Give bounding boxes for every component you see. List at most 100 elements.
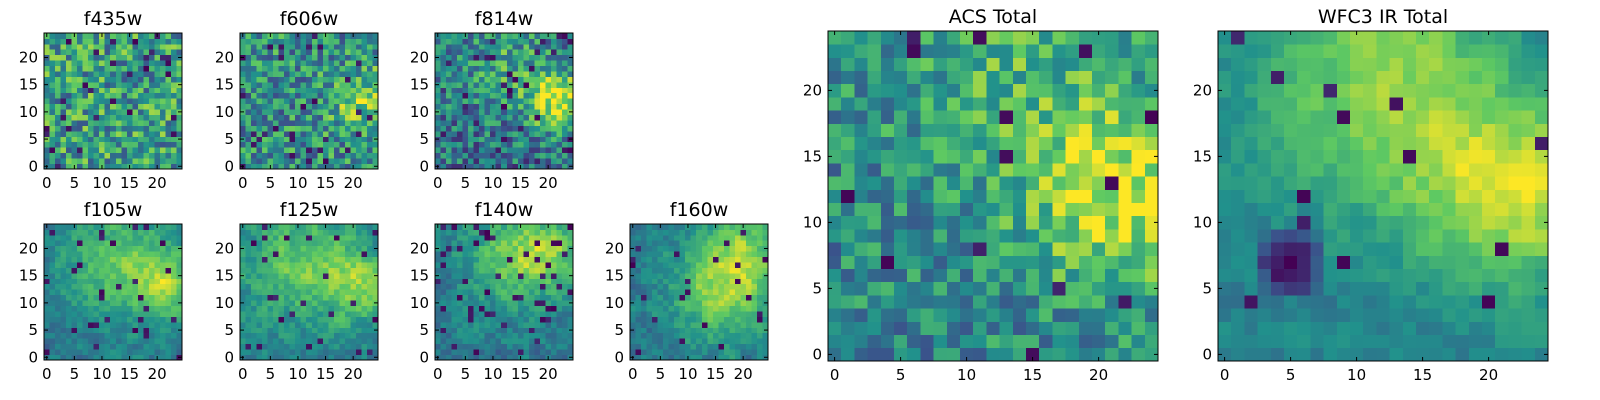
heatmap-cell (495, 71, 502, 77)
heatmap-cell (132, 321, 139, 328)
heatmap-cell (137, 240, 144, 247)
heatmap-cell (501, 311, 508, 317)
heatmap-cell (82, 245, 89, 252)
heatmap-cell (512, 114, 519, 121)
heatmap-cell (740, 251, 747, 258)
heatmap-cell (333, 305, 340, 312)
heatmap-cell (484, 251, 491, 258)
heatmap-cell (159, 343, 166, 350)
heatmap-cell (468, 354, 475, 361)
heatmap-cell (495, 158, 502, 164)
heatmap-cell (322, 343, 329, 350)
heatmap-cell (534, 234, 541, 241)
heatmap-cell (729, 278, 736, 285)
heatmap-cell (435, 283, 441, 290)
heatmap-cell (495, 49, 502, 56)
heatmap-cell (82, 163, 89, 170)
heatmap-cell (457, 332, 463, 339)
heatmap-cell (534, 54, 541, 61)
heatmap-cell (350, 234, 357, 241)
plot-frame (434, 223, 574, 361)
heatmap-cell (707, 245, 714, 252)
heatmap-cell (159, 87, 166, 94)
heatmap-cell (143, 87, 150, 94)
heatmap-cell (729, 343, 736, 350)
heatmap-cell (999, 189, 1014, 203)
heatmap-cell (854, 334, 868, 349)
heatmap-cell (361, 278, 368, 285)
heatmap-cell (1012, 321, 1027, 335)
heatmap-cell (523, 114, 530, 121)
heatmap-cell (501, 300, 508, 306)
heatmap-cell (262, 163, 268, 170)
heatmap-cell (446, 136, 452, 143)
heatmap-cell (561, 294, 568, 301)
heatmap-cell (490, 343, 497, 350)
heatmap-cell (1012, 295, 1027, 309)
heatmap-cell (517, 152, 524, 159)
heatmap-cell (60, 98, 67, 105)
heatmap-cell (567, 316, 574, 323)
heatmap-cell (740, 262, 747, 268)
heatmap-cell (306, 300, 313, 306)
heatmap-cell (457, 103, 463, 110)
heatmap-cell (561, 65, 568, 72)
heatmap-cell (641, 338, 647, 345)
heatmap-cell (49, 343, 56, 350)
heatmap-cell (646, 327, 653, 334)
heatmap-cell (137, 234, 144, 241)
heatmap-cell (907, 334, 921, 349)
heatmap-cell (674, 332, 681, 339)
heatmap-cell (300, 240, 307, 247)
heatmap-cell (311, 120, 318, 126)
heatmap-cell (539, 87, 546, 94)
heatmap-cell (66, 240, 72, 247)
heatmap-cell (99, 76, 106, 83)
heatmap-cell (126, 229, 133, 236)
heatmap-cell (115, 38, 122, 45)
heatmap-cell (550, 332, 557, 339)
heatmap-cell (668, 349, 675, 355)
heatmap-cell (556, 147, 563, 154)
heatmap-cell (372, 71, 379, 77)
heatmap-cell (723, 338, 730, 345)
heatmap-cell (440, 33, 447, 39)
heatmap-cell (132, 147, 139, 154)
heatmap-cell (60, 327, 67, 334)
heatmap-cell (462, 38, 469, 45)
heatmap-cell (289, 354, 296, 361)
heatmap-cell (652, 338, 658, 345)
heatmap-cell (110, 349, 117, 355)
heatmap-cell (523, 125, 530, 132)
heatmap-cell (668, 316, 675, 323)
heatmap-cell (137, 294, 144, 301)
heatmap-cell (490, 289, 497, 296)
heatmap-cell (707, 327, 714, 334)
heatmap-cell (306, 130, 313, 137)
heatmap-cell (322, 300, 329, 306)
heatmap-cell (176, 65, 183, 72)
heatmap-cell (148, 33, 155, 39)
heatmap-cell (495, 267, 502, 274)
heatmap-cell (707, 240, 714, 247)
heatmap-cell (707, 251, 714, 258)
heatmap-cell (517, 130, 524, 137)
heatmap-cell (245, 245, 252, 252)
heatmap-cell (350, 262, 357, 268)
heatmap-cell (49, 289, 56, 296)
heatmap-cell (306, 43, 313, 50)
heatmap-cell (300, 65, 307, 72)
heatmap-cell (712, 240, 719, 247)
heatmap-cell (372, 332, 379, 339)
heatmap-cell (77, 245, 84, 252)
heatmap-cell (267, 240, 274, 247)
heatmap-cell (707, 283, 714, 290)
heatmap-cell (295, 114, 302, 121)
heatmap-cell (350, 294, 357, 301)
heatmap-cell (512, 125, 519, 132)
heatmap-cell (440, 338, 447, 345)
heatmap-cell (159, 130, 166, 137)
heatmap-cell (93, 163, 100, 170)
heatmap-cell (685, 300, 692, 306)
heatmap-cell (751, 354, 758, 361)
